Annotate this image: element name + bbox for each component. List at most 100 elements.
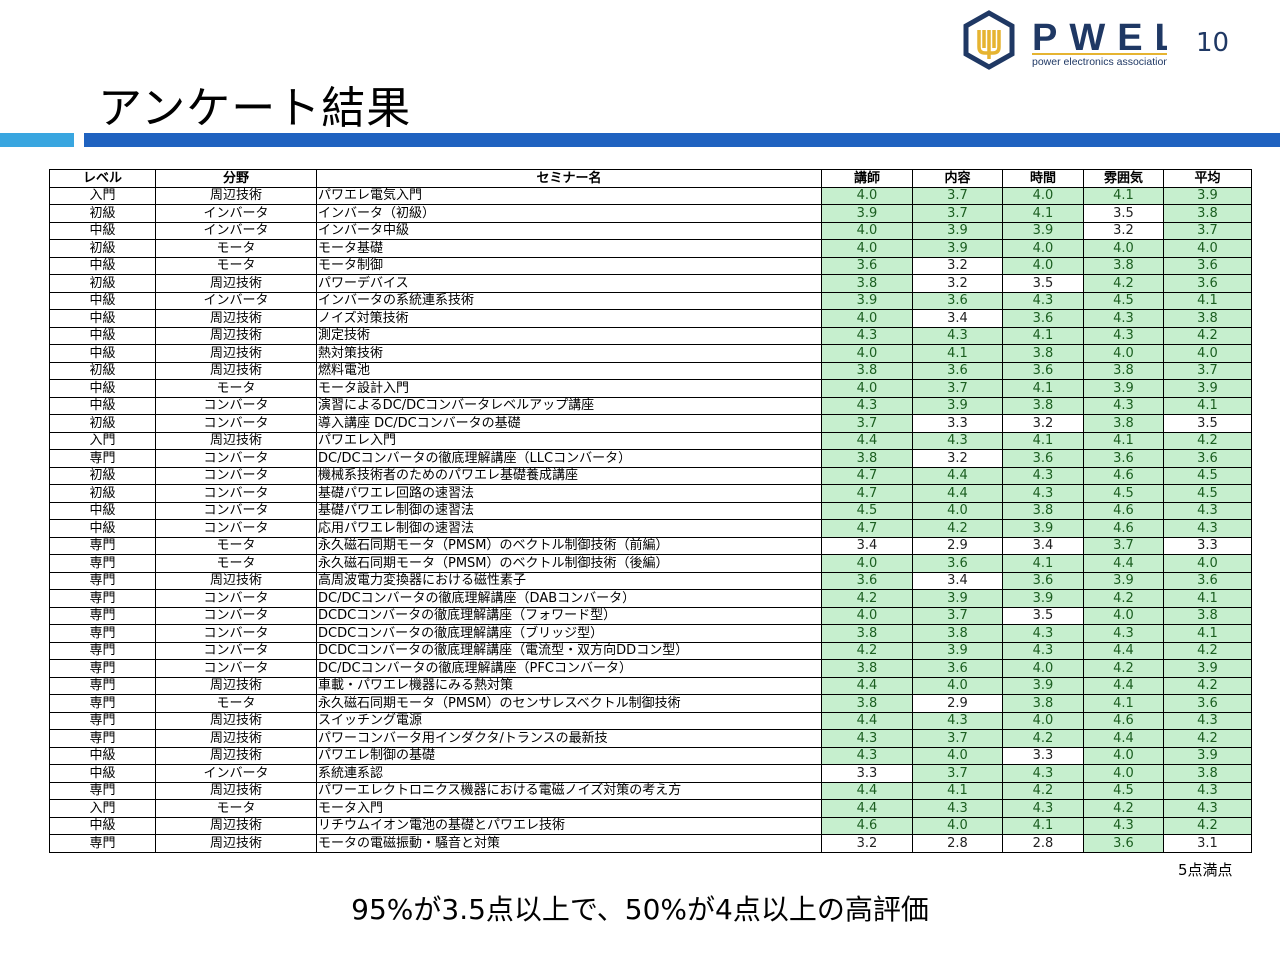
cell-average: 3.9: [1163, 379, 1252, 398]
cell-average: 4.5: [1163, 466, 1252, 485]
cell-average: 4.3: [1163, 781, 1252, 800]
cell-seminar: 系統連系認: [316, 764, 822, 783]
cell-field: モータ: [155, 239, 317, 258]
table-row: 専門 周辺技術 パワーエレクトロニクス機器における電磁ノイズ対策の考え方 4.4 4.1…: [49, 781, 1252, 800]
cell-average: 4.1: [1163, 589, 1252, 608]
cell-time: 4.0: [1002, 659, 1084, 678]
cell-seminar: モータ制御: [316, 256, 822, 275]
cell-lecturer: 3.9: [821, 204, 913, 223]
cell-seminar: モータ設計入門: [316, 379, 822, 398]
table-row: 専門 周辺技術 スイッチング電源 4.4 4.3 4.0 4.6 4.3: [49, 711, 1252, 730]
table-row: 中級 コンバータ 応用パワエレ制御の速習法 4.7 4.2 3.9 4.6 4.3: [49, 519, 1252, 538]
table-row: 専門 コンバータ DC/DCコンバータの徹底理解講座（PFCコンバータ） 3.8 3.6…: [49, 659, 1252, 678]
cell-level: 専門: [49, 554, 156, 573]
table-row: 中級 インバータ 系統連系認 3.3 3.7 4.3 4.0 3.8: [49, 764, 1252, 783]
cell-time: 3.5: [1002, 606, 1084, 625]
cell-lecturer: 4.0: [821, 379, 913, 398]
table-row: 初級 インバータ インバータ（初級） 3.9 3.7 4.1 3.5 3.8: [49, 204, 1252, 223]
cell-lecturer: 4.2: [821, 641, 913, 660]
cell-level: 専門: [49, 449, 156, 468]
cell-lecturer: 3.7: [821, 414, 913, 433]
cell-time: 4.0: [1002, 711, 1084, 730]
cell-field: コンバータ: [155, 449, 317, 468]
cell-lecturer: 3.4: [821, 536, 913, 555]
cell-seminar: DC/DCコンバータの徹底理解講座（DABコンバータ）: [316, 589, 822, 608]
cell-atmosphere: 4.4: [1083, 676, 1164, 695]
cell-seminar: 機械系技術者のためのパワエレ基礎養成講座: [316, 466, 822, 485]
cell-field: モータ: [155, 694, 317, 713]
cell-time: 3.8: [1002, 694, 1084, 713]
cell-content: 3.6: [912, 361, 1003, 380]
cell-average: 3.8: [1163, 309, 1252, 328]
table-row: 中級 周辺技術 パワエレ制御の基礎 4.3 4.0 3.3 4.0 3.9: [49, 746, 1252, 765]
header-seminar: セミナー名: [316, 169, 822, 188]
cell-seminar: 永久磁石同期モータ（PMSM）のベクトル制御技術（後編）: [316, 554, 822, 573]
cell-average: 4.2: [1163, 641, 1252, 660]
header-content: 内容: [912, 169, 1003, 188]
cell-lecturer: 4.6: [821, 816, 913, 835]
cell-level: 中級: [49, 291, 156, 310]
cell-atmosphere: 4.3: [1083, 326, 1164, 345]
cell-time: 4.3: [1002, 624, 1084, 643]
cell-seminar: 高周波電力変換器における磁性素子: [316, 571, 822, 590]
cell-lecturer: 3.8: [821, 694, 913, 713]
cell-level: 専門: [49, 781, 156, 800]
cell-seminar: パワーデバイス: [316, 274, 822, 293]
cell-content: 4.1: [912, 344, 1003, 363]
cell-field: インバータ: [155, 204, 317, 223]
cell-atmosphere: 4.0: [1083, 344, 1164, 363]
cell-atmosphere: 4.4: [1083, 554, 1164, 573]
cell-seminar: ノイズ対策技術: [316, 309, 822, 328]
cell-atmosphere: 4.0: [1083, 606, 1164, 625]
cell-field: インバータ: [155, 221, 317, 240]
cell-lecturer: 4.4: [821, 711, 913, 730]
cell-time: 4.3: [1002, 466, 1084, 485]
table-header-row: レベル 分野 セミナー名 講師 内容 時間 雰囲気 平均: [49, 169, 1252, 188]
table-body: 入門 周辺技術 パワエレ電気入門 4.0 3.7 4.0 4.1 3.9 初級 インバータ インバー…: [49, 186, 1252, 853]
cell-atmosphere: 4.1: [1083, 431, 1164, 450]
cell-atmosphere: 4.3: [1083, 816, 1164, 835]
cell-seminar: 測定技術: [316, 326, 822, 345]
cell-lecturer: 4.4: [821, 676, 913, 695]
cell-seminar: 車載・パワエレ機器にみる熱対策: [316, 676, 822, 695]
cell-level: 初級: [49, 361, 156, 380]
cell-content: 3.4: [912, 309, 1003, 328]
cell-lecturer: 4.7: [821, 484, 913, 503]
cell-atmosphere: 4.4: [1083, 641, 1164, 660]
page-title: アンケート結果: [98, 83, 412, 134]
table-row: 初級 周辺技術 パワーデバイス 3.8 3.2 3.5 4.2 3.6: [49, 274, 1252, 293]
table-row: 中級 インバータ インバータ中級 4.0 3.9 3.9 3.2 3.7: [49, 221, 1252, 240]
cell-atmosphere: 4.5: [1083, 291, 1164, 310]
cell-atmosphere: 4.6: [1083, 711, 1164, 730]
cell-time: 4.1: [1002, 431, 1084, 450]
cell-level: 中級: [49, 519, 156, 538]
cell-time: 4.0: [1002, 256, 1084, 275]
cell-level: 中級: [49, 256, 156, 275]
cell-atmosphere: 4.5: [1083, 484, 1164, 503]
cell-content: 4.4: [912, 484, 1003, 503]
cell-lecturer: 3.3: [821, 764, 913, 783]
cell-field: 周辺技術: [155, 746, 317, 765]
cell-average: 4.3: [1163, 711, 1252, 730]
cell-content: 3.6: [912, 554, 1003, 573]
cell-seminar: DC/DCコンバータの徹底理解講座（PFCコンバータ）: [316, 659, 822, 678]
cell-seminar: 演習によるDC/DCコンバータレベルアップ講座: [316, 396, 822, 415]
cell-lecturer: 4.3: [821, 326, 913, 345]
cell-content: 3.3: [912, 414, 1003, 433]
table-row: 中級 コンバータ 演習によるDC/DCコンバータレベルアップ講座 4.3 3.9 3.8 4…: [49, 396, 1252, 415]
table-row: 専門 モータ 永久磁石同期モータ（PMSM）のベクトル制御技術（前編） 3.4 2.9 3…: [49, 536, 1252, 555]
cell-field: インバータ: [155, 764, 317, 783]
cell-average: 3.9: [1163, 659, 1252, 678]
cell-level: 専門: [49, 606, 156, 625]
cell-field: コンバータ: [155, 484, 317, 503]
table-row: 入門 周辺技術 パワエレ入門 4.4 4.3 4.1 4.1 4.2: [49, 431, 1252, 450]
logo-text: PWEL: [1032, 17, 1167, 59]
cell-content: 3.8: [912, 624, 1003, 643]
cell-atmosphere: 4.3: [1083, 309, 1164, 328]
cell-atmosphere: 4.0: [1083, 239, 1164, 258]
cell-lecturer: 4.3: [821, 396, 913, 415]
cell-level: 初級: [49, 466, 156, 485]
table-row: 専門 コンバータ DCDCコンバータの徹底理解講座（ブリッジ型） 3.8 3.8 4.3 4…: [49, 624, 1252, 643]
cell-lecturer: 3.8: [821, 659, 913, 678]
cell-lecturer: 4.0: [821, 344, 913, 363]
